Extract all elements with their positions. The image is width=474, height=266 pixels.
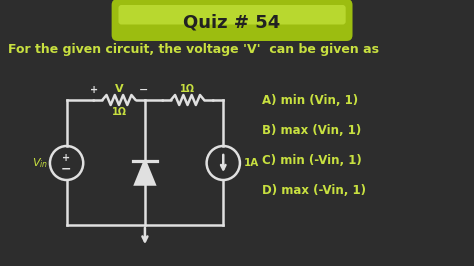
FancyBboxPatch shape	[112, 0, 353, 41]
Text: A) min (Vin, 1): A) min (Vin, 1)	[263, 94, 358, 106]
Text: 1Ω: 1Ω	[180, 84, 195, 94]
Text: B) max (Vin, 1): B) max (Vin, 1)	[263, 123, 362, 136]
Text: −: −	[139, 85, 149, 95]
Text: D) max (-Vin, 1): D) max (-Vin, 1)	[263, 184, 366, 197]
Text: +: +	[62, 153, 70, 163]
Text: −: −	[60, 163, 71, 176]
Text: C) min (-Vin, 1): C) min (-Vin, 1)	[263, 153, 362, 167]
Text: Quiz # 54: Quiz # 54	[183, 13, 281, 31]
Text: For the given circuit, the voltage 'V'  can be given as: For the given circuit, the voltage 'V' c…	[8, 44, 379, 56]
Text: +: +	[90, 85, 98, 95]
Text: V: V	[115, 84, 123, 94]
Polygon shape	[135, 160, 155, 185]
FancyBboxPatch shape	[118, 5, 346, 24]
Text: 1A: 1A	[244, 158, 259, 168]
Text: 1Ω: 1Ω	[111, 107, 127, 117]
Text: $V_{in}$: $V_{in}$	[32, 156, 48, 170]
